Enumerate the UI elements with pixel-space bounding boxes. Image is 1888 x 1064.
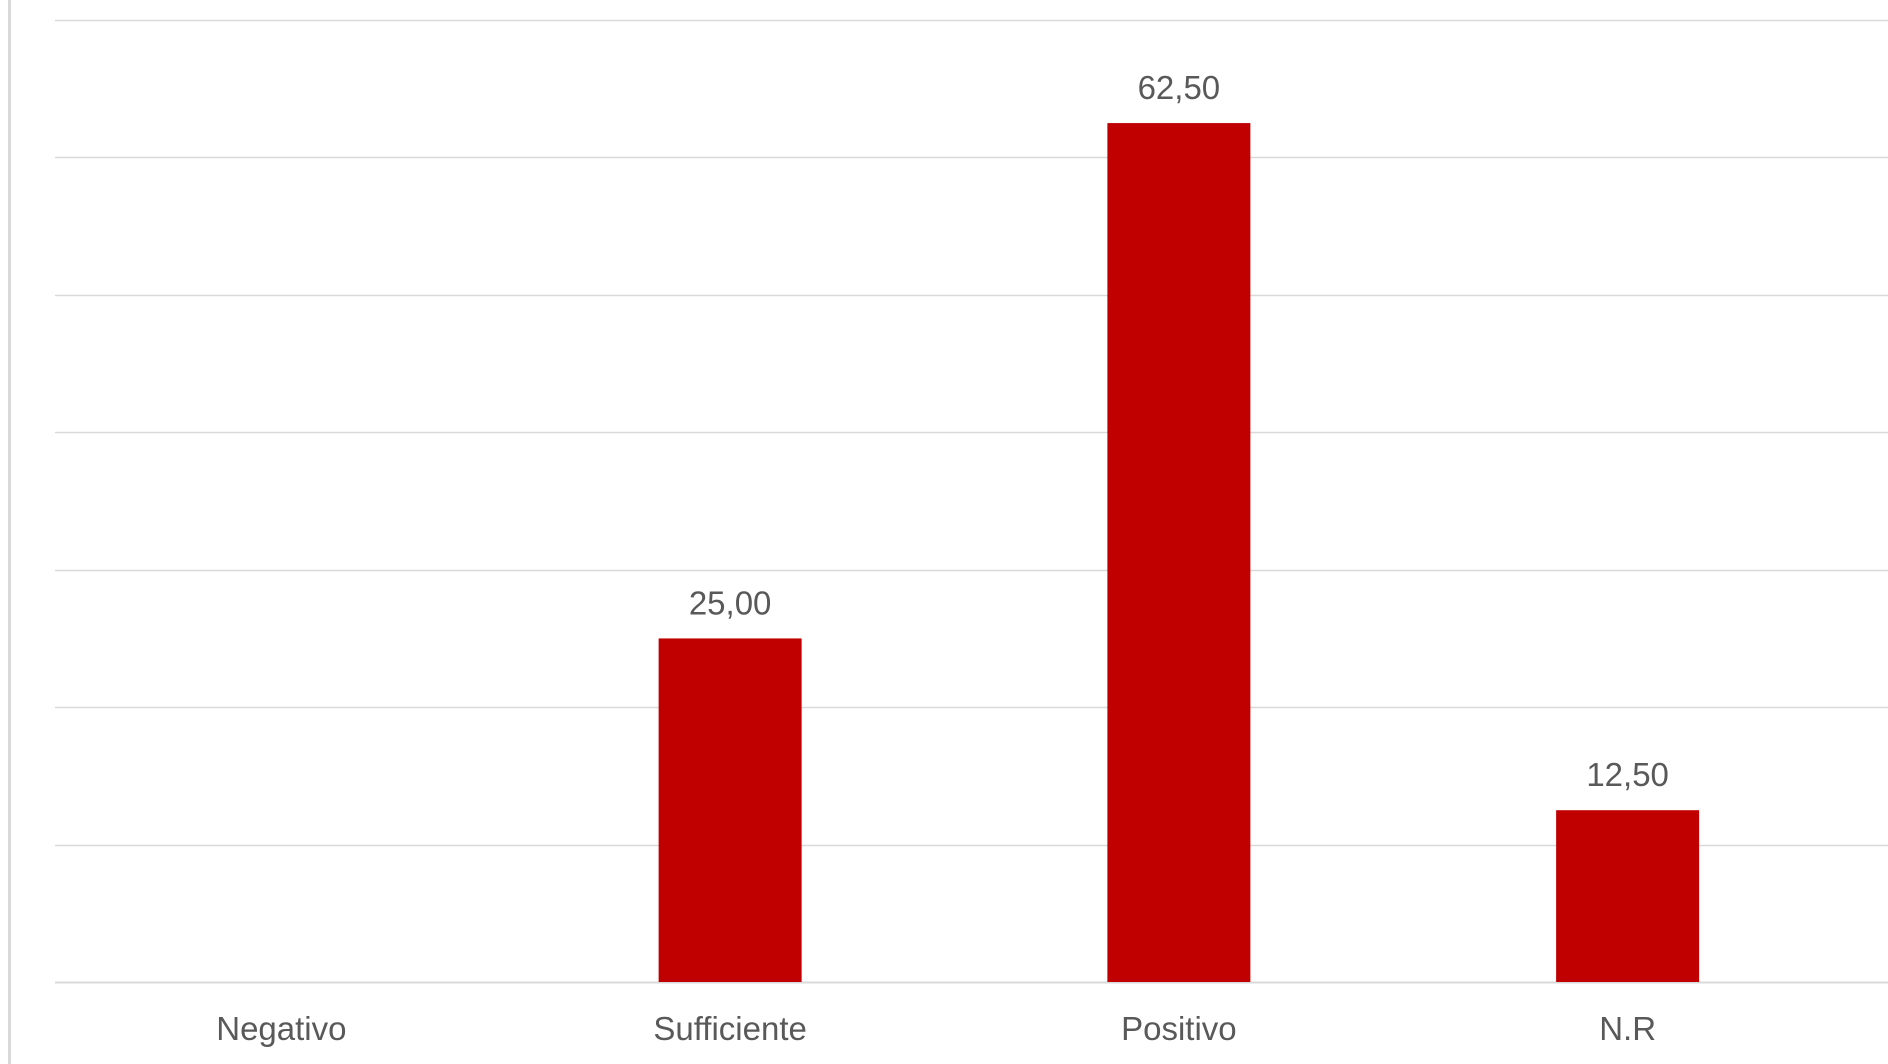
bar-n-r [1556,810,1700,982]
bar-positivo [1107,123,1251,983]
data-label: 25,00 [689,584,772,621]
x-tick-label: N.R [1599,1010,1656,1047]
data-label: 12,50 [1586,756,1669,793]
x-tick-label: Positivo [1121,1010,1237,1047]
data-label: 62,50 [1138,69,1221,106]
bar-sufficiente [658,638,802,982]
chart-left-border [8,0,11,1064]
x-tick-label: Sufficiente [653,1010,807,1047]
x-tick-label: Negativo [216,1010,346,1047]
